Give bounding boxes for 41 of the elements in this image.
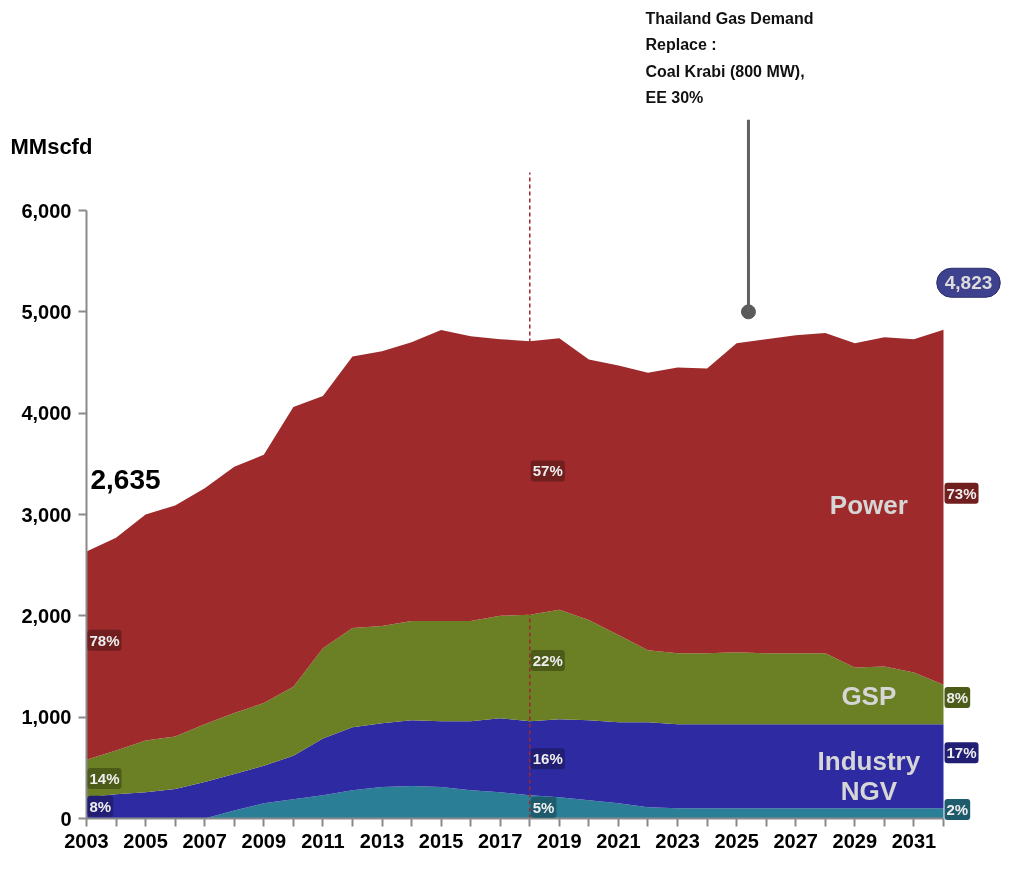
y-tick-label: 0 [60, 807, 72, 830]
annotation: 57% [532, 462, 563, 480]
series-label: Power [829, 490, 908, 521]
x-tick-label: 2009 [241, 829, 287, 852]
annotation: 78% [89, 631, 120, 649]
x-tick-label: 2023 [655, 829, 700, 852]
annotation: 16% [532, 750, 563, 768]
annotation: 2,635 [90, 464, 161, 496]
annotation: 8% [946, 688, 969, 706]
x-tick-label: 2025 [714, 829, 759, 852]
x-tick-label: 2015 [418, 829, 464, 852]
y-axis-title: MMscfd [10, 133, 93, 159]
y-tick-label: 6,000 [21, 199, 72, 222]
x-tick-label: 2017 [477, 829, 523, 852]
y-tick-label: 1,000 [21, 706, 72, 729]
annotation: 22% [532, 651, 563, 669]
x-tick-label: 2031 [891, 829, 937, 852]
x-tick-label: 2005 [123, 829, 168, 852]
x-tick-label: 2013 [359, 829, 405, 852]
annotation: 5% [532, 798, 555, 816]
y-tick-label: 2,000 [21, 604, 72, 627]
annotation: 73% [946, 484, 977, 502]
y-tick-label: 4,000 [21, 402, 72, 425]
annotation: 2% [946, 800, 969, 818]
x-tick-label: 2011 [301, 829, 345, 852]
y-tick-label: 3,000 [21, 503, 72, 526]
y-tick-label: 5,000 [21, 300, 72, 323]
annotation: 17% [946, 744, 977, 762]
x-tick-label: 2019 [537, 829, 582, 852]
annotation: 14% [89, 769, 120, 787]
annotation: 8% [89, 797, 112, 815]
annotation: 4,823 [944, 272, 993, 294]
series-label: GSP [841, 680, 897, 711]
annotation: Thailand Gas Demand Replace : Coal Krabi (800 MW), EE 30% [645, 9, 814, 106]
x-tick-label: 2007 [182, 829, 227, 852]
x-tick-label: 2003 [64, 829, 109, 852]
x-tick-label: 2021 [596, 829, 641, 852]
x-tick-label: 2029 [832, 829, 878, 852]
x-tick-label: 2027 [773, 829, 818, 852]
series-label: NGV [840, 775, 898, 806]
series-label: Industry [817, 745, 921, 776]
